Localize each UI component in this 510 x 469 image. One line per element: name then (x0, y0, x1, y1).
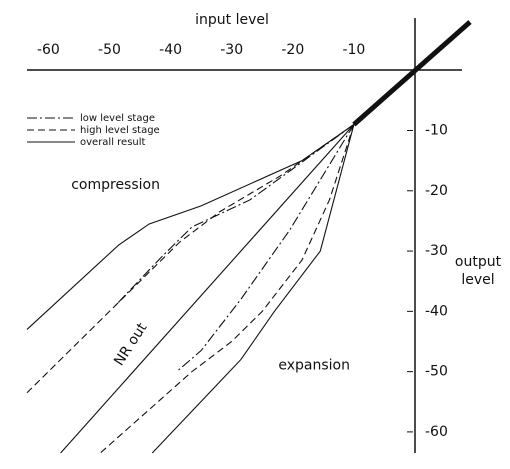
annotation: NR out (111, 320, 151, 369)
chart-title: input level (195, 12, 269, 28)
x-tick-label: -50 (98, 42, 121, 58)
y-tick-label: -40 (425, 303, 448, 319)
y-tick-label: -50 (425, 364, 448, 380)
y-label: level (461, 272, 494, 288)
x-tick-label: -10 (342, 42, 365, 58)
annotation: expansion (278, 358, 350, 374)
legend-label: low level stage (80, 113, 155, 124)
x-tick-label: -30 (220, 42, 243, 58)
series-line (115, 124, 355, 373)
annotation: compression (71, 177, 160, 193)
y-tick-label: -20 (425, 183, 448, 199)
x-tick-label: -20 (281, 42, 304, 58)
series-line (352, 20, 472, 127)
y-tick-label: -60 (425, 424, 448, 440)
series-line (26, 124, 355, 454)
series-line (60, 124, 355, 454)
y-tick-label: -10 (425, 123, 448, 139)
y-tick-label: -30 (425, 243, 448, 259)
x-tick-label: -60 (37, 42, 60, 58)
series-line (26, 124, 355, 454)
x-tick-label: -40 (159, 42, 182, 58)
y-label: output (455, 254, 502, 270)
legend-label: high level stage (80, 125, 160, 136)
legend-label: overall result (80, 137, 146, 148)
